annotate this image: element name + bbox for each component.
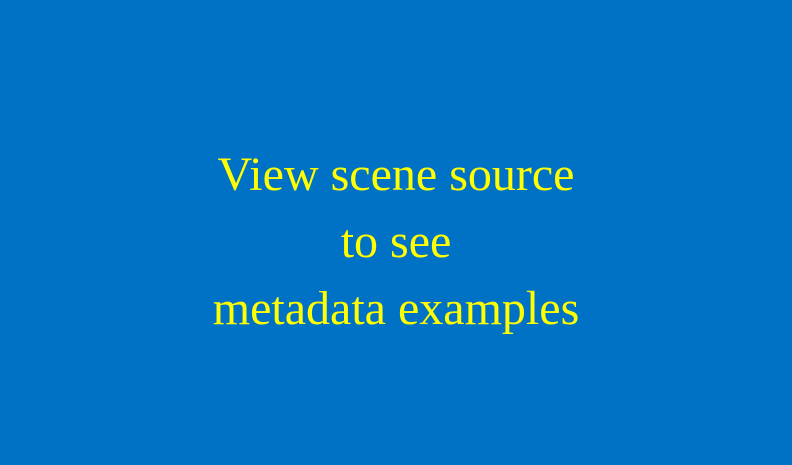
message-line-1: View scene source — [217, 148, 575, 201]
scene-message: View scene source to see metadata exampl… — [0, 141, 792, 342]
message-line-2: to see — [340, 215, 452, 268]
message-line-3: metadata examples — [212, 282, 580, 335]
